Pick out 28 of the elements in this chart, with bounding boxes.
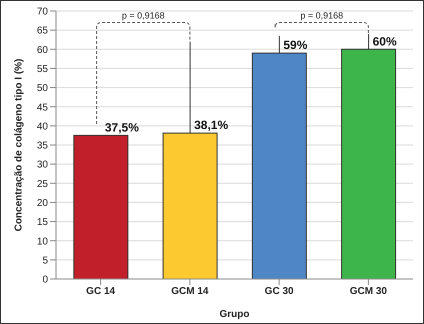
x-tick-label: GC 30 <box>264 286 294 298</box>
data-label: 38,1% <box>194 118 228 132</box>
y-tick-label: 15 <box>36 217 48 228</box>
x-tick-label: GCM 14 <box>171 286 209 298</box>
y-tick-label: 45 <box>36 102 48 114</box>
y-tick-label: 30 <box>36 160 48 171</box>
y-tick-label: 35 <box>36 140 48 152</box>
y-tick-label: 25 <box>36 178 48 190</box>
y-tick-label: 70 <box>36 6 48 18</box>
y-tick-label: 0 <box>42 274 48 286</box>
annotation: p = 0,9168 <box>300 10 344 20</box>
y-tick-label: 10 <box>36 236 48 248</box>
bar <box>73 134 128 279</box>
y-tick-label: 65 <box>36 26 48 37</box>
annotation: p = 0,9168 <box>122 10 165 20</box>
x-tick-label: GCM 30 <box>350 286 388 298</box>
y-tick-label: 60 <box>36 44 48 56</box>
y-tick-label: 50 <box>36 83 48 94</box>
data-label: 60% <box>372 34 397 48</box>
y-tick-label: 20 <box>36 198 48 209</box>
y-axis-title: Concentração de colágeno tipo I (%) <box>14 58 25 232</box>
y-tick-label: 5 <box>42 255 48 266</box>
x-tick-label: GC 14 <box>86 286 116 298</box>
x-axis-title: Grupo <box>220 309 250 320</box>
y-tick-label: 40 <box>36 121 48 132</box>
data-label: 59% <box>283 38 308 52</box>
data-label: 37,5% <box>104 120 140 134</box>
y-tick-label: 55 <box>36 64 48 75</box>
